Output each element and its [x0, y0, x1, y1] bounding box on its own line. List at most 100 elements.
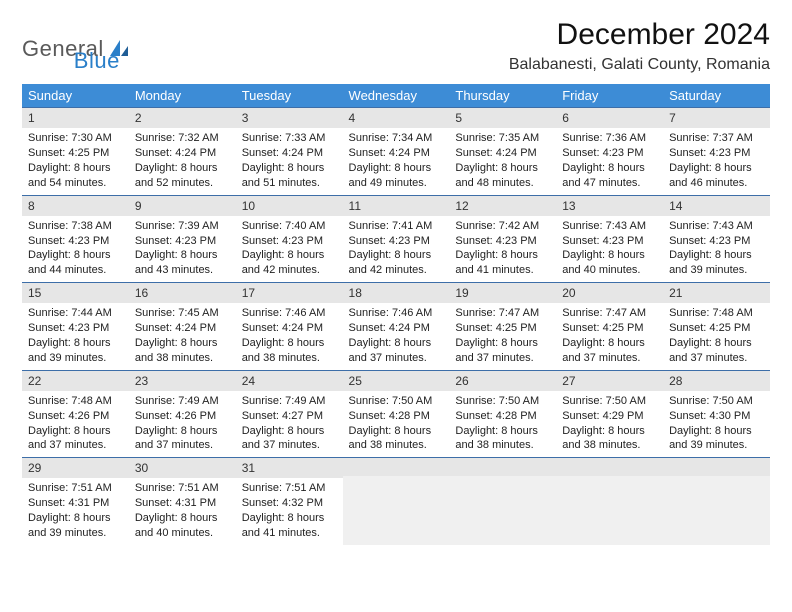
- calendar-day-cell: 27Sunrise: 7:50 AMSunset: 4:29 PMDayligh…: [556, 370, 663, 458]
- daylight-text: Daylight: 8 hours and 41 minutes.: [455, 248, 550, 278]
- calendar-day-cell: 15Sunrise: 7:44 AMSunset: 4:23 PMDayligh…: [22, 283, 129, 371]
- sunset-text: Sunset: 4:25 PM: [28, 146, 123, 161]
- daylight-text: Daylight: 8 hours and 39 minutes.: [28, 336, 123, 366]
- day-number: 3: [236, 108, 343, 128]
- calendar-day-cell: [449, 458, 556, 545]
- sunset-text: Sunset: 4:26 PM: [28, 409, 123, 424]
- sunset-text: Sunset: 4:23 PM: [349, 234, 444, 249]
- calendar-table: Sunday Monday Tuesday Wednesday Thursday…: [22, 84, 770, 545]
- daylight-text: Daylight: 8 hours and 40 minutes.: [135, 511, 230, 541]
- day-body: Sunrise: 7:50 AMSunset: 4:28 PMDaylight:…: [449, 391, 556, 457]
- daylight-text: Daylight: 8 hours and 38 minutes.: [562, 424, 657, 454]
- sunset-text: Sunset: 4:30 PM: [669, 409, 764, 424]
- sunset-text: Sunset: 4:25 PM: [455, 321, 550, 336]
- day-number: 11: [343, 196, 450, 216]
- daylight-text: Daylight: 8 hours and 37 minutes.: [455, 336, 550, 366]
- sunrise-text: Sunrise: 7:49 AM: [242, 394, 337, 409]
- calendar-day-cell: 13Sunrise: 7:43 AMSunset: 4:23 PMDayligh…: [556, 195, 663, 283]
- calendar-day-cell: 4Sunrise: 7:34 AMSunset: 4:24 PMDaylight…: [343, 108, 450, 196]
- calendar-day-cell: 9Sunrise: 7:39 AMSunset: 4:23 PMDaylight…: [129, 195, 236, 283]
- daylight-text: Daylight: 8 hours and 37 minutes.: [349, 336, 444, 366]
- daylight-text: Daylight: 8 hours and 37 minutes.: [669, 336, 764, 366]
- day-number: 22: [22, 371, 129, 391]
- day-body: Sunrise: 7:50 AMSunset: 4:29 PMDaylight:…: [556, 391, 663, 457]
- sunrise-text: Sunrise: 7:32 AM: [135, 131, 230, 146]
- sunset-text: Sunset: 4:23 PM: [562, 234, 657, 249]
- day-number: 14: [663, 196, 770, 216]
- sunset-text: Sunset: 4:23 PM: [28, 234, 123, 249]
- sunset-text: Sunset: 4:24 PM: [242, 321, 337, 336]
- calendar-day-cell: 29Sunrise: 7:51 AMSunset: 4:31 PMDayligh…: [22, 458, 129, 545]
- logo: General Blue: [22, 24, 120, 74]
- sunrise-text: Sunrise: 7:50 AM: [669, 394, 764, 409]
- calendar-week-row: 8Sunrise: 7:38 AMSunset: 4:23 PMDaylight…: [22, 195, 770, 283]
- day-body: Sunrise: 7:47 AMSunset: 4:25 PMDaylight:…: [556, 303, 663, 369]
- sunset-text: Sunset: 4:24 PM: [455, 146, 550, 161]
- sunset-text: Sunset: 4:25 PM: [669, 321, 764, 336]
- sunset-text: Sunset: 4:29 PM: [562, 409, 657, 424]
- day-body: Sunrise: 7:51 AMSunset: 4:31 PMDaylight:…: [129, 478, 236, 544]
- day-number: 7: [663, 108, 770, 128]
- day-body: Sunrise: 7:35 AMSunset: 4:24 PMDaylight:…: [449, 128, 556, 194]
- calendar-day-cell: 5Sunrise: 7:35 AMSunset: 4:24 PMDaylight…: [449, 108, 556, 196]
- daylight-text: Daylight: 8 hours and 41 minutes.: [242, 511, 337, 541]
- day-number: 1: [22, 108, 129, 128]
- daylight-text: Daylight: 8 hours and 38 minutes.: [242, 336, 337, 366]
- sunrise-text: Sunrise: 7:36 AM: [562, 131, 657, 146]
- day-number: 25: [343, 371, 450, 391]
- day-body: Sunrise: 7:42 AMSunset: 4:23 PMDaylight:…: [449, 216, 556, 282]
- sunrise-text: Sunrise: 7:50 AM: [562, 394, 657, 409]
- day-body: Sunrise: 7:50 AMSunset: 4:30 PMDaylight:…: [663, 391, 770, 457]
- calendar-day-cell: 12Sunrise: 7:42 AMSunset: 4:23 PMDayligh…: [449, 195, 556, 283]
- day-body: Sunrise: 7:40 AMSunset: 4:23 PMDaylight:…: [236, 216, 343, 282]
- sunrise-text: Sunrise: 7:43 AM: [669, 219, 764, 234]
- weekday-header: Wednesday: [343, 84, 450, 108]
- day-number-empty: [449, 458, 556, 476]
- sunset-text: Sunset: 4:31 PM: [28, 496, 123, 511]
- month-title: December 2024: [509, 18, 770, 52]
- sunrise-text: Sunrise: 7:33 AM: [242, 131, 337, 146]
- day-number-empty: [343, 458, 450, 476]
- calendar-week-row: 29Sunrise: 7:51 AMSunset: 4:31 PMDayligh…: [22, 458, 770, 545]
- weekday-header: Tuesday: [236, 84, 343, 108]
- location-text: Balabanesti, Galati County, Romania: [509, 56, 770, 74]
- daylight-text: Daylight: 8 hours and 37 minutes.: [28, 424, 123, 454]
- sunset-text: Sunset: 4:24 PM: [349, 321, 444, 336]
- sunrise-text: Sunrise: 7:51 AM: [28, 481, 123, 496]
- day-number: 8: [22, 196, 129, 216]
- day-body: Sunrise: 7:36 AMSunset: 4:23 PMDaylight:…: [556, 128, 663, 194]
- weekday-header: Friday: [556, 84, 663, 108]
- calendar-day-cell: 16Sunrise: 7:45 AMSunset: 4:24 PMDayligh…: [129, 283, 236, 371]
- day-number: 28: [663, 371, 770, 391]
- sunset-text: Sunset: 4:28 PM: [349, 409, 444, 424]
- sunset-text: Sunset: 4:25 PM: [562, 321, 657, 336]
- sunrise-text: Sunrise: 7:30 AM: [28, 131, 123, 146]
- day-body: Sunrise: 7:49 AMSunset: 4:27 PMDaylight:…: [236, 391, 343, 457]
- calendar-day-cell: 18Sunrise: 7:46 AMSunset: 4:24 PMDayligh…: [343, 283, 450, 371]
- day-body: Sunrise: 7:51 AMSunset: 4:31 PMDaylight:…: [22, 478, 129, 544]
- day-body-empty: [449, 476, 556, 545]
- calendar-day-cell: 7Sunrise: 7:37 AMSunset: 4:23 PMDaylight…: [663, 108, 770, 196]
- calendar-day-cell: 21Sunrise: 7:48 AMSunset: 4:25 PMDayligh…: [663, 283, 770, 371]
- daylight-text: Daylight: 8 hours and 39 minutes.: [669, 424, 764, 454]
- sunset-text: Sunset: 4:26 PM: [135, 409, 230, 424]
- day-body: Sunrise: 7:45 AMSunset: 4:24 PMDaylight:…: [129, 303, 236, 369]
- day-body: Sunrise: 7:44 AMSunset: 4:23 PMDaylight:…: [22, 303, 129, 369]
- sunset-text: Sunset: 4:23 PM: [669, 146, 764, 161]
- daylight-text: Daylight: 8 hours and 46 minutes.: [669, 161, 764, 191]
- daylight-text: Daylight: 8 hours and 40 minutes.: [562, 248, 657, 278]
- weekday-header-row: Sunday Monday Tuesday Wednesday Thursday…: [22, 84, 770, 108]
- sunrise-text: Sunrise: 7:49 AM: [135, 394, 230, 409]
- day-number: 13: [556, 196, 663, 216]
- day-number: 24: [236, 371, 343, 391]
- sunset-text: Sunset: 4:24 PM: [135, 146, 230, 161]
- calendar-week-row: 1 Sunrise: 7:30 AMSunset: 4:25 PM Daylight…: [22, 108, 770, 196]
- day-number: 9: [129, 196, 236, 216]
- title-block: December 2024 Balabanesti, Galati County…: [509, 18, 770, 74]
- day-body: Sunrise: 7:34 AMSunset: 4:24 PMDaylight:…: [343, 128, 450, 194]
- calendar-week-row: 15Sunrise: 7:44 AMSunset: 4:23 PMDayligh…: [22, 283, 770, 371]
- day-number: 10: [236, 196, 343, 216]
- calendar-day-cell: 31Sunrise: 7:51 AMSunset: 4:32 PMDayligh…: [236, 458, 343, 545]
- calendar-day-cell: 24Sunrise: 7:49 AMSunset: 4:27 PMDayligh…: [236, 370, 343, 458]
- calendar-day-cell: 19Sunrise: 7:47 AMSunset: 4:25 PMDayligh…: [449, 283, 556, 371]
